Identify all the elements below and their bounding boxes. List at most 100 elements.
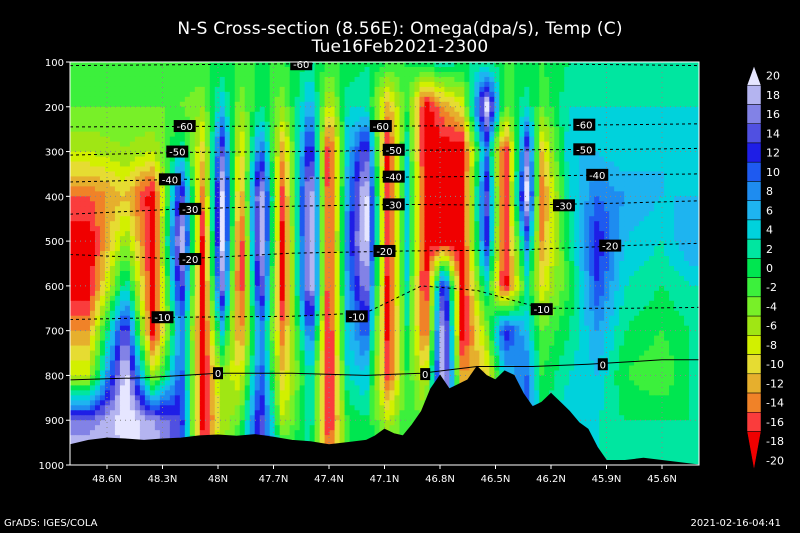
omega-cell [519, 131, 525, 138]
omega-cell [339, 256, 346, 262]
omega-cell [614, 211, 620, 217]
omega-cell [684, 76, 690, 83]
omega-cell [464, 176, 470, 183]
omega-cell [99, 171, 106, 178]
omega-cell [404, 91, 411, 98]
omega-cell [559, 176, 565, 183]
omega-cell [119, 131, 126, 138]
omega-cell [424, 141, 431, 148]
omega-cell [129, 86, 136, 93]
omega-cell [544, 86, 550, 93]
omega-cell [494, 96, 500, 103]
omega-cell [669, 111, 675, 118]
omega-cell [499, 101, 505, 108]
omega-cell [89, 131, 96, 138]
omega-cell [579, 176, 585, 183]
omega-cell [584, 91, 590, 98]
omega-cell [649, 116, 655, 123]
omega-cell [594, 91, 600, 98]
omega-cell [229, 146, 236, 153]
omega-cell [649, 226, 655, 232]
omega-cell [174, 236, 181, 242]
omega-cell [469, 181, 475, 187]
omega-cell [274, 121, 281, 128]
omega-cell [614, 86, 620, 93]
omega-cell [454, 96, 460, 103]
omega-cell [399, 186, 406, 192]
omega-cell [489, 151, 495, 158]
omega-cell [219, 151, 226, 158]
omega-cell [269, 91, 276, 98]
omega-cell [364, 96, 371, 103]
omega-cell [444, 101, 450, 108]
omega-cell [259, 241, 266, 247]
omega-cell [264, 181, 271, 187]
omega-cell [94, 186, 101, 192]
omega-cell [554, 226, 560, 232]
omega-cell [199, 96, 206, 103]
omega-cell [479, 76, 485, 83]
omega-cell [469, 91, 475, 98]
omega-cell [409, 71, 416, 78]
omega-cell [554, 96, 560, 103]
omega-cell [159, 151, 166, 158]
omega-cell [239, 251, 246, 257]
omega-cell [129, 151, 136, 158]
omega-cell [284, 196, 291, 202]
omega-cell [569, 241, 575, 247]
omega-cell [659, 156, 665, 163]
omega-cell [394, 121, 401, 128]
omega-cell [609, 221, 615, 227]
omega-cell [694, 141, 699, 148]
omega-cell [259, 161, 266, 168]
omega-cell [544, 106, 550, 113]
omega-cell [454, 246, 460, 252]
omega-cell [219, 216, 226, 222]
omega-cell [139, 126, 146, 133]
omega-cell [204, 111, 211, 118]
omega-cell [259, 111, 266, 118]
omega-cell [504, 116, 510, 123]
omega-cell [244, 91, 251, 98]
omega-cell [564, 161, 570, 168]
omega-cell [569, 216, 575, 222]
omega-cell [84, 146, 91, 153]
omega-cell [529, 121, 535, 128]
omega-cell [644, 116, 650, 123]
omega-cell [574, 131, 580, 138]
omega-cell [644, 91, 650, 98]
omega-cell [209, 131, 216, 138]
omega-cell [659, 136, 665, 143]
omega-cell [664, 136, 670, 143]
omega-cell [339, 236, 346, 242]
omega-cell [144, 186, 151, 192]
omega-cell [529, 176, 535, 183]
omega-cell [459, 256, 465, 262]
omega-cell [224, 81, 231, 88]
omega-cell [649, 201, 655, 207]
omega-cell [489, 141, 495, 148]
omega-cell [134, 241, 141, 247]
omega-cell [489, 106, 495, 113]
omega-cell [74, 106, 81, 113]
omega-cell [349, 161, 356, 168]
omega-cell [509, 231, 515, 237]
omega-cell [444, 241, 450, 247]
omega-cell [354, 241, 361, 247]
omega-cell [319, 81, 326, 88]
omega-cell [549, 166, 555, 173]
omega-cell [304, 166, 311, 173]
omega-cell [654, 126, 660, 133]
omega-cell [219, 171, 226, 178]
omega-cell [349, 146, 356, 153]
omega-cell [379, 231, 386, 237]
omega-cell [654, 221, 660, 227]
omega-cell [214, 251, 221, 257]
omega-cell [219, 126, 226, 133]
omega-cell [604, 221, 610, 227]
omega-cell [619, 76, 625, 83]
omega-cell [279, 91, 286, 98]
omega-cell [399, 62, 406, 68]
omega-cell [134, 211, 141, 217]
omega-cell [399, 81, 406, 88]
